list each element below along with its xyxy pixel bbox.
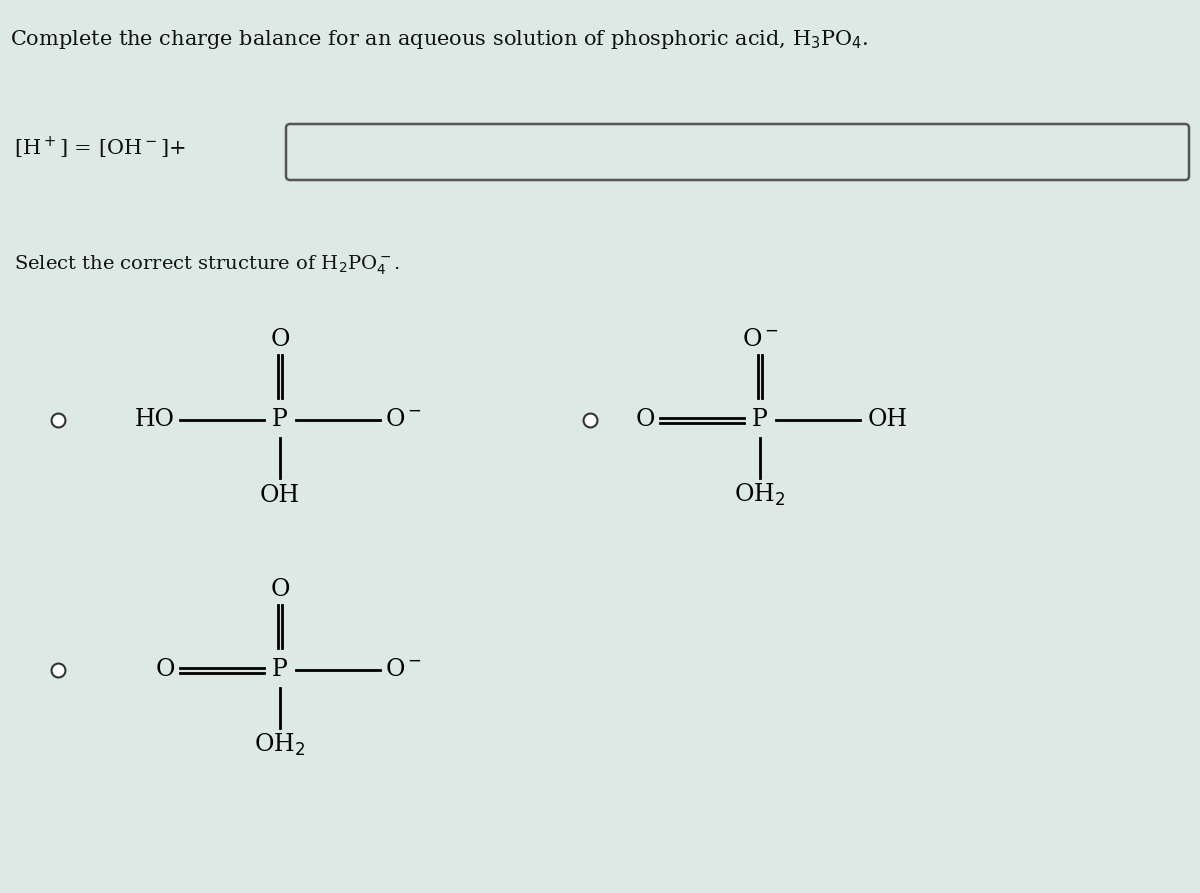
Text: P: P <box>272 408 288 431</box>
Text: OH: OH <box>868 408 908 431</box>
Text: OH$_2$: OH$_2$ <box>734 482 786 508</box>
Text: OH: OH <box>260 483 300 506</box>
Text: O$^-$: O$^-$ <box>385 408 422 431</box>
Text: HO: HO <box>134 408 175 431</box>
Text: Complete the charge balance for an aqueous solution of phosphoric acid, H$_3$PO$: Complete the charge balance for an aqueo… <box>10 28 869 51</box>
Text: OH$_2$: OH$_2$ <box>254 732 306 758</box>
Text: O$^-$: O$^-$ <box>385 658 422 681</box>
FancyBboxPatch shape <box>286 124 1189 180</box>
Text: P: P <box>272 658 288 681</box>
Text: P: P <box>752 408 768 431</box>
Text: O: O <box>636 408 655 431</box>
Text: Select the correct structure of H$_2$PO$_4^-$.: Select the correct structure of H$_2$PO$… <box>14 254 401 277</box>
Text: O$^-$: O$^-$ <box>742 329 779 352</box>
Text: O: O <box>270 579 289 602</box>
Text: [H$^+$] = [OH$^-$]+: [H$^+$] = [OH$^-$]+ <box>14 135 186 161</box>
Text: O: O <box>270 329 289 352</box>
Text: O: O <box>156 658 175 681</box>
